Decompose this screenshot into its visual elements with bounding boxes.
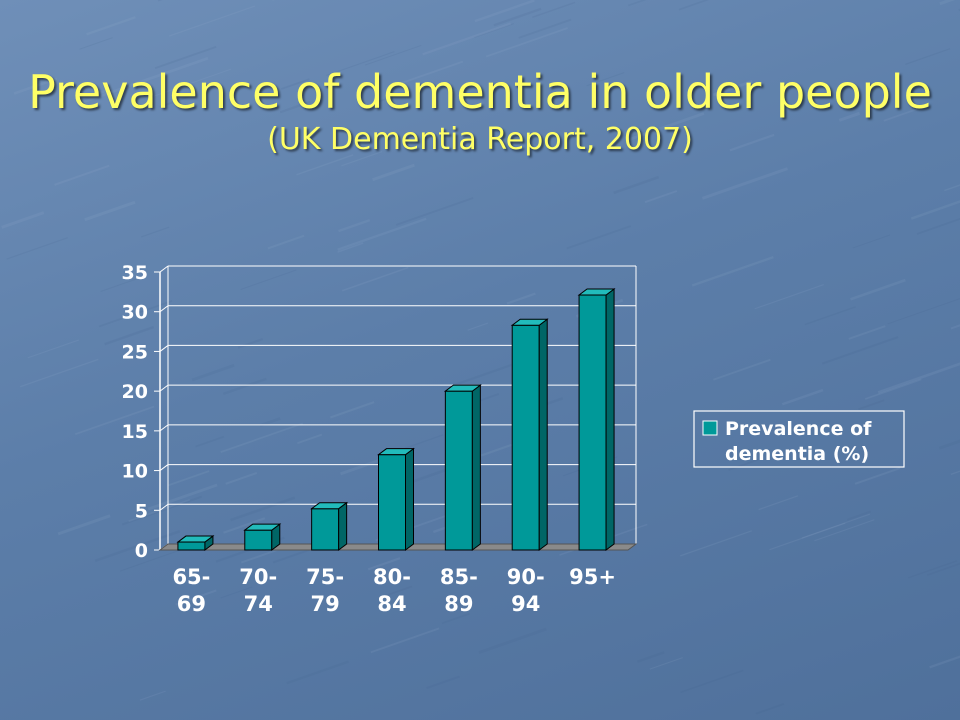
- gridline-depth: [159, 503, 169, 511]
- bar-top: [310, 502, 349, 510]
- y-tick-label: 20: [122, 381, 148, 403]
- y-tick-label: 0: [135, 540, 148, 562]
- legend-swatch: [702, 420, 718, 436]
- bar-top: [577, 288, 616, 296]
- bar-front: [444, 390, 473, 551]
- bar-side: [338, 501, 348, 551]
- x-category-label: 75-79: [306, 565, 344, 616]
- bar-top: [377, 448, 415, 456]
- y-tick-label: 35: [122, 262, 148, 284]
- legend-label: Prevalence of dementia (%): [725, 418, 872, 465]
- x-category-label: 95+: [569, 565, 616, 589]
- slide-subtitle: (UK Dementia Report, 2007): [267, 122, 693, 157]
- y-tick-label: 25: [122, 341, 148, 363]
- slide-title-block: Prevalence of dementia in older people (…: [0, 64, 960, 160]
- x-category-label: 70-74: [239, 565, 277, 616]
- bar-top: [243, 523, 282, 531]
- bar-front: [311, 508, 340, 551]
- bar-front: [511, 324, 540, 551]
- slide-title: Prevalence of dementia in older people: [28, 65, 932, 119]
- gridline-depth: [159, 424, 169, 432]
- x-category-label: 65-69: [172, 565, 210, 616]
- x-category-label: 80-84: [373, 565, 411, 616]
- y-tick-label: 30: [122, 302, 148, 324]
- bar-front: [244, 529, 273, 551]
- bar-front: [177, 541, 206, 551]
- bar-side: [605, 288, 615, 551]
- gridline-depth: [159, 345, 169, 352]
- y-tick-label: 10: [122, 461, 148, 483]
- bar-front: [578, 294, 607, 551]
- gridline-depth: [159, 265, 169, 273]
- legend-box: [693, 410, 905, 468]
- bar-top: [443, 384, 482, 392]
- gridline-depth: [159, 384, 169, 392]
- legend: Prevalence of dementia (%): [693, 410, 905, 468]
- gridline-depth: [159, 464, 169, 471]
- y-tick-label: 15: [122, 421, 148, 443]
- y-tick-label: 5: [135, 500, 148, 522]
- bar-top: [176, 535, 215, 543]
- bar-front: [378, 454, 406, 551]
- x-category-label: 85-89: [440, 565, 478, 616]
- bar-side: [538, 318, 548, 551]
- bar-top: [510, 318, 549, 326]
- bar-side: [405, 447, 414, 551]
- x-category-label: 90-94: [507, 565, 545, 616]
- gridline-depth: [159, 305, 169, 313]
- bar-side: [471, 384, 481, 551]
